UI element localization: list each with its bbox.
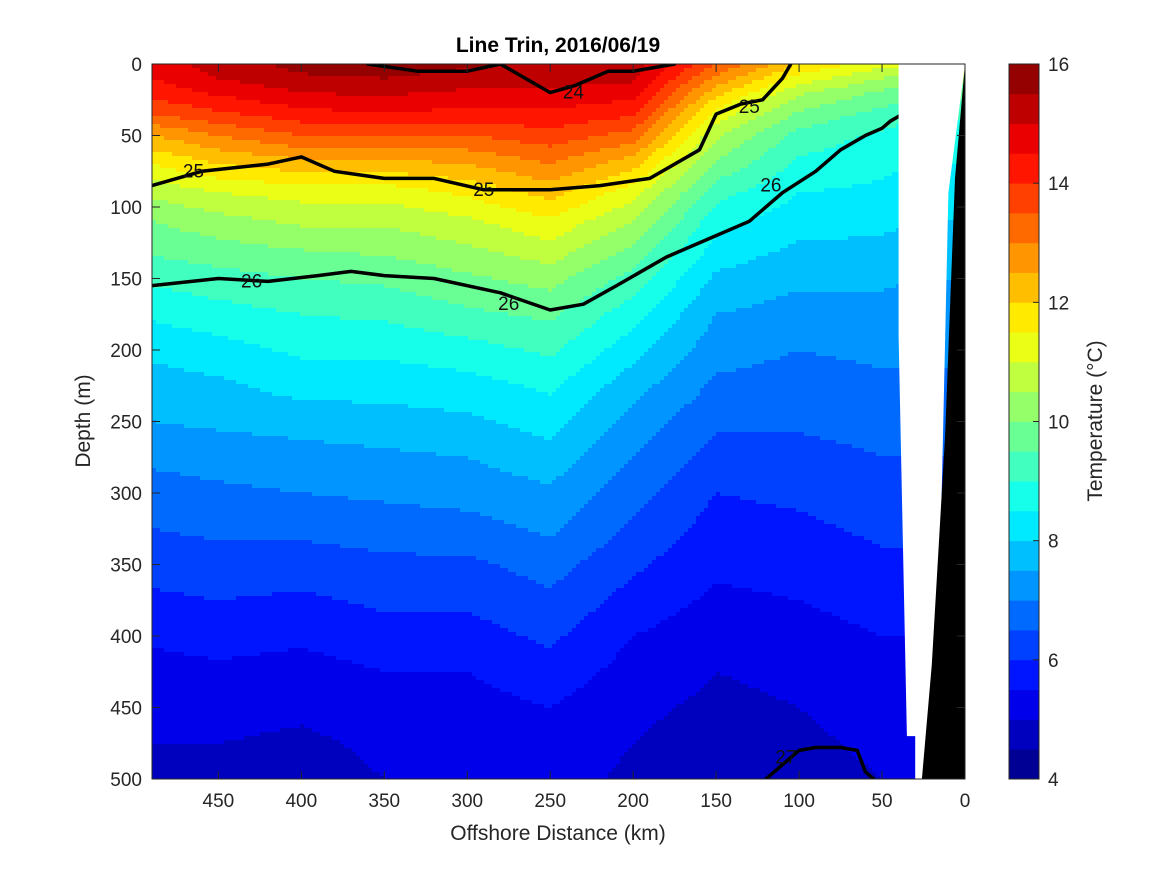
colorbar-bin [1009, 273, 1039, 303]
colorbar-tick-label: 12 [1048, 293, 1069, 314]
y-tick-label: 350 [110, 556, 142, 577]
contour-label: 26 [241, 271, 262, 292]
colorbar-bin [1009, 749, 1039, 779]
colorbar-bin [1009, 124, 1039, 154]
colorbar-bin [1009, 630, 1039, 660]
colorbar-tick-label: 14 [1048, 174, 1070, 195]
x-tick-label: 50 [871, 791, 892, 812]
x-tick-label: 200 [617, 791, 649, 812]
y-axis-label: Depth (m) [72, 374, 95, 467]
y-tick-label: 100 [110, 198, 142, 219]
temperature-section-chart: Line Trin, 2016/06/19 24 25 25 25 26 26 26 27 4… [0, 0, 1167, 875]
colorbar-tick-label: 16 [1048, 55, 1069, 76]
x-tick-label: 350 [368, 791, 400, 812]
y-tick-label: 200 [110, 341, 142, 362]
x-tick-label: 250 [534, 791, 566, 812]
chart-title: Line Trin, 2016/06/19 [456, 34, 660, 57]
contour-label: 25 [473, 180, 494, 201]
colorbar-bin [1009, 541, 1039, 571]
colorbar-bin [1009, 94, 1039, 124]
y-tick-label: 300 [110, 484, 142, 505]
x-tick-label: 450 [203, 791, 235, 812]
colorbar-bin [1009, 213, 1039, 243]
contour-label: 25 [183, 161, 204, 182]
contour-label: 25 [739, 97, 760, 118]
colorbar-tick-label: 6 [1048, 651, 1059, 672]
contour-label: 26 [760, 176, 781, 197]
colorbar-tick-label: 8 [1048, 532, 1059, 553]
x-tick-label: 300 [451, 791, 483, 812]
y-tick-label: 150 [110, 270, 142, 291]
colorbar-bin [1009, 422, 1039, 452]
colorbar-bin [1009, 451, 1039, 481]
contour-label: 24 [563, 83, 585, 104]
y-tick-label: 400 [110, 627, 142, 648]
y-tick-label: 250 [110, 413, 142, 434]
contour-label: 27 [775, 748, 796, 769]
colorbar-bin [1009, 719, 1039, 749]
colorbar-bin [1009, 64, 1039, 94]
colorbar-bin [1009, 600, 1039, 630]
contour-label: 26 [498, 294, 519, 315]
y-tick-label: 450 [110, 699, 142, 720]
x-tick-label: 150 [700, 791, 732, 812]
colorbar-bin [1009, 183, 1039, 213]
x-tick-label: 100 [783, 791, 815, 812]
x-tick-label: 400 [285, 791, 317, 812]
x-tick-label: 0 [960, 791, 971, 812]
colorbar-bin [1009, 511, 1039, 541]
temperature-field [152, 64, 969, 781]
colorbar-tick-label: 4 [1048, 770, 1059, 791]
colorbar-label: Temperature (°C) [1084, 340, 1107, 501]
x-axis-label: Offshore Distance (km) [450, 822, 666, 845]
colorbar-bin [1009, 690, 1039, 720]
colorbar-bin [1009, 660, 1039, 690]
colorbar-bin [1009, 302, 1039, 332]
y-tick-label: 50 [121, 127, 142, 148]
y-tick-label: 500 [110, 770, 142, 791]
colorbar-bin [1009, 362, 1039, 392]
colorbar-bin [1009, 392, 1039, 422]
y-tick-label: 0 [131, 55, 142, 76]
colorbar-tick-label: 10 [1048, 413, 1069, 434]
colorbar-bin [1009, 243, 1039, 273]
colorbar-bin [1009, 332, 1039, 362]
colorbar-bin [1009, 481, 1039, 511]
colorbar-bin [1009, 570, 1039, 600]
colorbar-bin [1009, 153, 1039, 183]
